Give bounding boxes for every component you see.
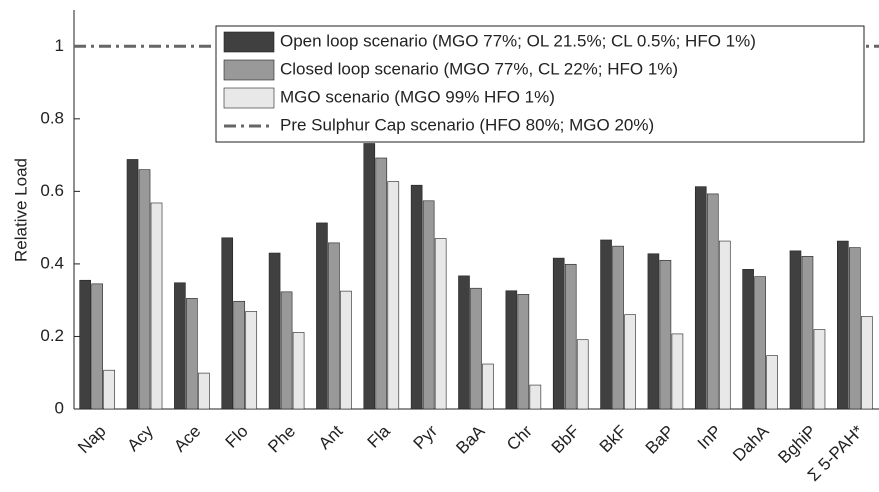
bar bbox=[754, 276, 766, 410]
legend-label: MGO scenario (MGO 99% HFO 1%) bbox=[280, 87, 555, 106]
x-tick-label: BaP bbox=[642, 422, 678, 458]
bar bbox=[624, 314, 636, 410]
x-tick-label: Chr bbox=[503, 421, 536, 454]
bar bbox=[410, 184, 423, 410]
bar bbox=[233, 300, 246, 410]
y-tick-label: 0 bbox=[55, 398, 64, 417]
bar bbox=[612, 245, 624, 410]
x-tick-label: InP bbox=[694, 422, 725, 453]
bar bbox=[91, 283, 103, 410]
bar bbox=[813, 329, 826, 410]
x-tick-label: BbF bbox=[548, 422, 583, 457]
x-tick-label: Pyr bbox=[410, 421, 442, 453]
bar bbox=[138, 169, 151, 410]
bar bbox=[340, 290, 352, 410]
y-tick-label: 0.8 bbox=[40, 108, 64, 127]
bar bbox=[422, 200, 435, 410]
bar bbox=[458, 275, 470, 410]
x-tick-label: DahA bbox=[729, 421, 773, 465]
bar bbox=[292, 332, 305, 410]
bar bbox=[470, 287, 482, 410]
bar bbox=[198, 372, 210, 410]
legend-label: Open loop scenario (MGO 77%; OL 21.5%; C… bbox=[280, 31, 756, 50]
bar bbox=[328, 242, 340, 410]
x-tick-label: BkF bbox=[596, 422, 631, 457]
bar bbox=[363, 143, 376, 410]
x-tick-label: Ace bbox=[170, 422, 204, 456]
bar bbox=[529, 384, 542, 410]
y-tick-label: 0.4 bbox=[40, 253, 64, 272]
x-tick-label: BaA bbox=[452, 421, 489, 458]
bar bbox=[849, 247, 861, 410]
bar bbox=[387, 181, 400, 410]
x-tick-label: Nap bbox=[74, 422, 109, 457]
bar bbox=[742, 269, 754, 410]
bar bbox=[861, 316, 873, 410]
bar bbox=[647, 253, 660, 410]
x-tick-label: Acy bbox=[124, 421, 158, 455]
bar bbox=[801, 255, 814, 410]
x-tick-label: BghiP bbox=[774, 422, 820, 468]
bar bbox=[659, 259, 672, 410]
x-tick-label: Phe bbox=[264, 422, 299, 457]
bar bbox=[316, 222, 328, 410]
y-tick-label: 0.2 bbox=[40, 326, 64, 345]
legend-label: Closed loop scenario (MGO 77%, CL 22%; H… bbox=[280, 59, 678, 78]
bar bbox=[482, 363, 494, 410]
bar bbox=[186, 298, 198, 410]
bar bbox=[576, 339, 589, 410]
x-tick-label: Ant bbox=[315, 421, 347, 453]
bar bbox=[517, 294, 530, 410]
bar bbox=[789, 250, 802, 410]
bar bbox=[718, 240, 731, 410]
x-tick-label: Fla bbox=[364, 421, 395, 452]
legend-swatch bbox=[223, 31, 275, 53]
bar bbox=[280, 291, 293, 410]
bar bbox=[552, 257, 565, 410]
bar bbox=[174, 282, 186, 410]
bar bbox=[564, 263, 577, 410]
bar bbox=[766, 355, 778, 410]
bar bbox=[375, 157, 388, 410]
bar bbox=[671, 333, 684, 410]
bar bbox=[600, 239, 612, 410]
bar bbox=[245, 311, 258, 410]
bar bbox=[434, 238, 447, 410]
bar bbox=[126, 159, 139, 410]
legend-label: Pre Sulphur Cap scenario (HFO 80%; MGO 2… bbox=[280, 115, 654, 134]
bar bbox=[103, 369, 115, 410]
bar bbox=[79, 279, 91, 410]
bar bbox=[505, 290, 518, 410]
legend-swatch bbox=[223, 87, 275, 109]
legend-box bbox=[215, 25, 865, 143]
y-axis-label: Relative Load bbox=[11, 158, 30, 262]
bar bbox=[706, 193, 719, 410]
bar bbox=[221, 237, 234, 410]
x-tick-label: Flo bbox=[222, 422, 252, 452]
bar bbox=[837, 240, 849, 410]
legend-swatch bbox=[223, 59, 275, 81]
bar bbox=[150, 202, 163, 410]
y-tick-label: 1 bbox=[55, 36, 64, 55]
bar bbox=[694, 186, 707, 410]
y-tick-label: 0.6 bbox=[40, 181, 64, 200]
bar bbox=[268, 252, 281, 410]
